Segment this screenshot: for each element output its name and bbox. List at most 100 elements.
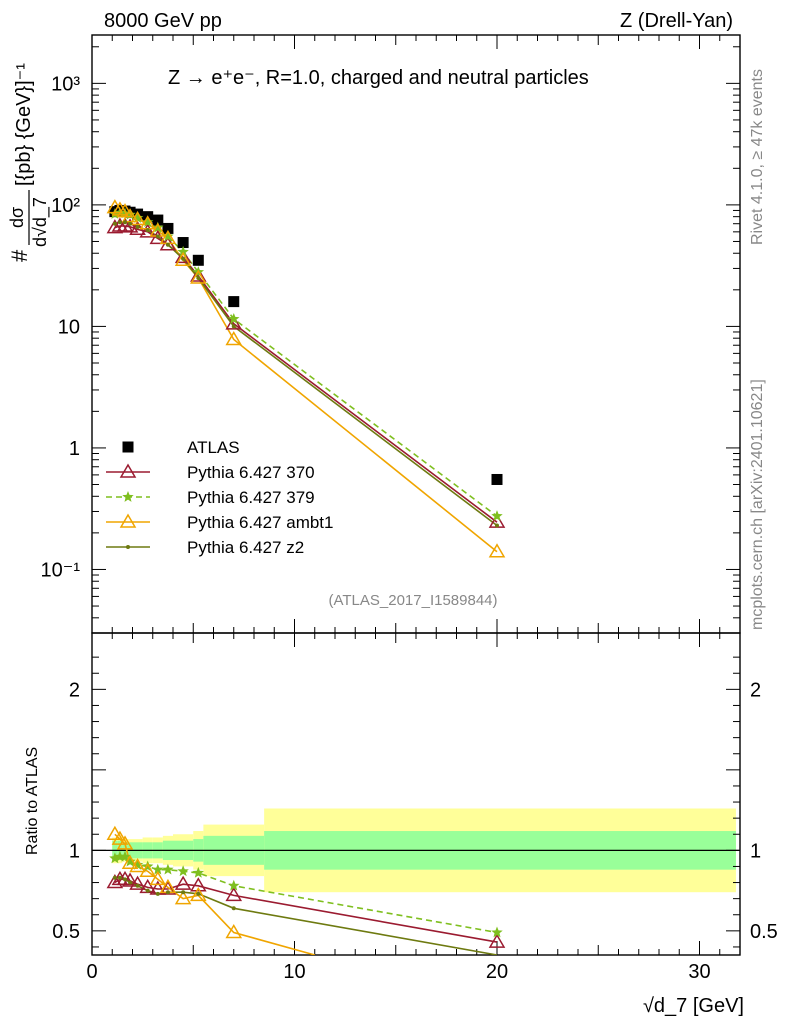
ratio-point bbox=[109, 852, 121, 864]
ratio-point bbox=[174, 875, 192, 890]
main-point bbox=[128, 221, 133, 226]
ratio-point bbox=[165, 890, 170, 895]
main-point bbox=[123, 220, 128, 225]
ratio-point bbox=[131, 858, 144, 870]
y-tick-label: 10³ bbox=[51, 73, 80, 95]
y-tick-label: 10⁻¹ bbox=[41, 559, 81, 581]
ylabel-hash: # bbox=[7, 249, 32, 262]
ratio-point bbox=[488, 933, 506, 948]
ratio-point bbox=[190, 877, 207, 892]
y-tick-label: 10 bbox=[58, 316, 80, 338]
header-left: 8000 GeV pp bbox=[104, 10, 222, 32]
main-point bbox=[116, 217, 134, 232]
legend-label: Pythia 6.427 ambt1 bbox=[187, 513, 333, 532]
ratio-y-tick-label-right: 0.5 bbox=[750, 921, 778, 943]
main-point bbox=[162, 222, 174, 234]
main-point bbox=[106, 219, 124, 234]
ratio-point bbox=[129, 875, 146, 890]
ratio-series-markers bbox=[106, 825, 506, 948]
legend: ATLAS Pythia 6.427 370 Pythia 6.427 379 Pyt… bbox=[106, 438, 333, 557]
main-point bbox=[228, 296, 240, 308]
main-point bbox=[174, 248, 192, 264]
ratio-xlabel: √d_7 [GeV] bbox=[643, 995, 744, 1017]
main-series-markers bbox=[106, 199, 506, 558]
ratio-y-tick-label: 0.5 bbox=[52, 921, 80, 943]
ratio-point bbox=[491, 926, 503, 938]
ratio-point bbox=[162, 863, 174, 875]
ratio-point bbox=[181, 890, 186, 895]
legend-label: Pythia 6.427 z2 bbox=[187, 538, 304, 557]
main-point bbox=[139, 223, 156, 238]
ratio-y-tick-label-right: 2 bbox=[750, 679, 761, 701]
main-point bbox=[135, 224, 140, 229]
ratio-point bbox=[117, 875, 122, 880]
main-point bbox=[488, 543, 506, 558]
ylabel-units: [{pb} {GeV}]⁻¹ bbox=[13, 63, 35, 186]
main-point bbox=[131, 212, 144, 223]
ratio-point bbox=[135, 883, 140, 888]
mcplots-label: mcplots.cern.ch [arXiv:2401.10621] bbox=[749, 379, 766, 630]
ratio-point bbox=[192, 866, 204, 878]
main-point bbox=[177, 245, 189, 257]
ratio-point bbox=[111, 830, 129, 845]
main-point bbox=[491, 510, 503, 521]
main-ylabel: # dσ d√d_7 [{pb} {GeV}]⁻¹ bbox=[7, 63, 51, 262]
legend-marker bbox=[122, 491, 134, 502]
ratio-point bbox=[177, 865, 189, 877]
ratio-point bbox=[225, 923, 243, 939]
ratio-point bbox=[190, 886, 207, 902]
main-point bbox=[491, 473, 503, 485]
main-point bbox=[121, 218, 139, 233]
legend-marker bbox=[119, 513, 137, 528]
main-point bbox=[152, 221, 164, 233]
main-point bbox=[228, 313, 240, 324]
ylabel-dsigma: dσ bbox=[7, 207, 27, 228]
ratio-point bbox=[124, 855, 136, 867]
main-point bbox=[192, 254, 204, 266]
ratio-point bbox=[123, 877, 128, 882]
ratio-point bbox=[106, 825, 124, 840]
ratio-point bbox=[145, 888, 150, 893]
main-point bbox=[116, 203, 134, 218]
ratio-point bbox=[231, 906, 236, 911]
main-point bbox=[181, 256, 186, 261]
ratio-point bbox=[155, 891, 160, 896]
main-point bbox=[174, 251, 192, 267]
x-tick-label: 20 bbox=[486, 961, 508, 983]
main-point bbox=[111, 201, 129, 216]
ratio-point bbox=[225, 886, 243, 902]
main-point bbox=[225, 331, 243, 346]
main-point bbox=[196, 276, 201, 281]
main-point bbox=[142, 216, 154, 228]
ratio-point bbox=[121, 854, 139, 869]
watermark: (ATLAS_2017_I1589844) bbox=[328, 592, 497, 609]
main-point bbox=[112, 221, 117, 226]
ratio-point bbox=[142, 860, 154, 872]
main-point bbox=[190, 267, 207, 282]
ratio-point bbox=[119, 850, 131, 862]
ratio-point bbox=[139, 862, 156, 878]
legend-label: Pythia 6.427 379 bbox=[187, 488, 315, 507]
main-point bbox=[225, 315, 243, 330]
main-point bbox=[231, 324, 236, 329]
main-point bbox=[162, 230, 174, 242]
ratio-point bbox=[128, 880, 133, 885]
header-right: Z (Drell-Yan) bbox=[620, 10, 733, 32]
ratio-point bbox=[116, 835, 134, 850]
ratio-series-line bbox=[114, 833, 316, 955]
main-point bbox=[155, 234, 160, 239]
plot-title: Z → e⁺e⁻, R=1.0, charged and neutral par… bbox=[168, 67, 589, 89]
ratio-y-tick-label-right: 1 bbox=[750, 840, 761, 862]
x-tick-label: 0 bbox=[86, 961, 97, 983]
main-point bbox=[129, 210, 146, 226]
ylabel-denominator: d√d_7 bbox=[30, 197, 51, 247]
ratio-point bbox=[112, 875, 117, 880]
main-point bbox=[145, 228, 150, 233]
main-point bbox=[149, 229, 167, 245]
legend-label: Pythia 6.427 370 bbox=[187, 463, 315, 482]
y-tick-label: 10² bbox=[51, 195, 80, 217]
y-tick-label: 1 bbox=[69, 438, 80, 460]
rivet-label: Rivet 4.1.0, ≥ 47k events bbox=[749, 69, 766, 245]
x-tick-label: 30 bbox=[688, 961, 710, 983]
